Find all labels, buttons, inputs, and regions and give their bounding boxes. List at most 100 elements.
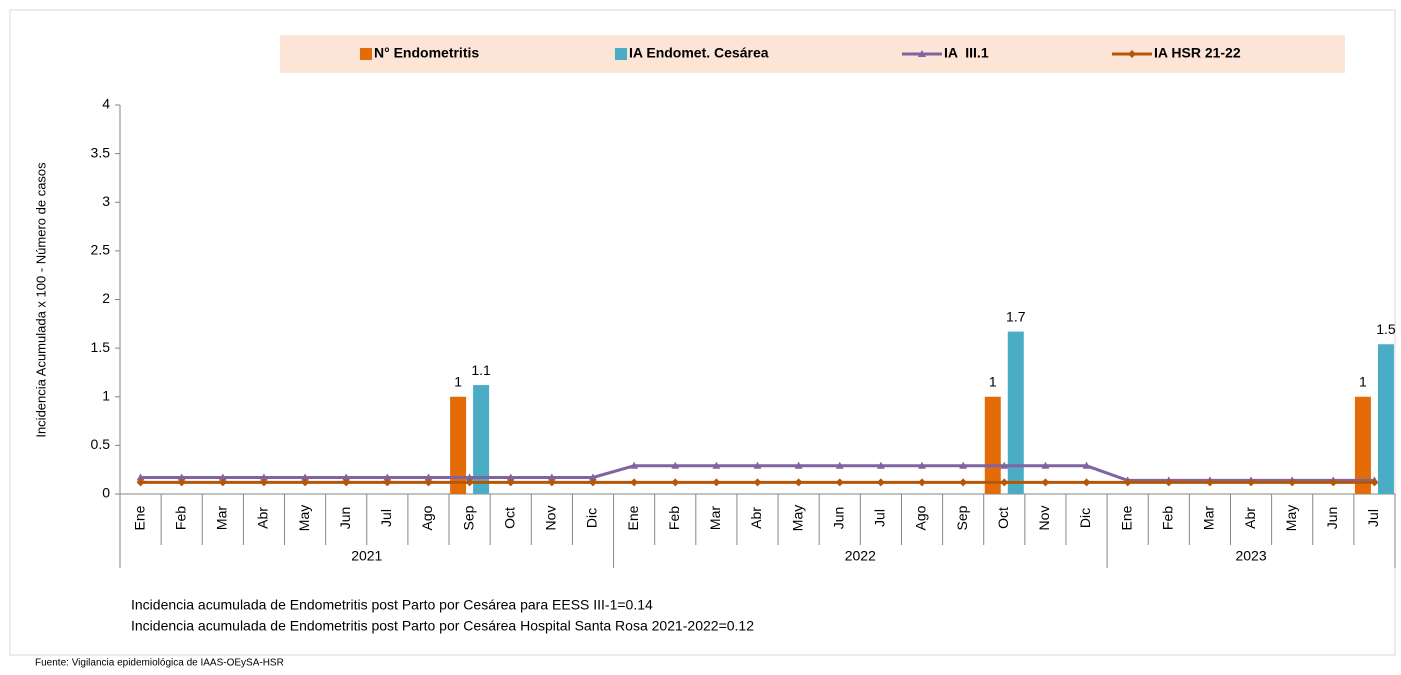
marker xyxy=(383,473,392,481)
marker xyxy=(383,478,392,487)
marker xyxy=(424,478,433,487)
marker xyxy=(506,478,515,487)
marker xyxy=(794,478,803,487)
x-tick-label: Mar xyxy=(214,506,230,530)
marker xyxy=(177,478,186,487)
x-tick-label: Ene xyxy=(1118,505,1134,530)
x-tick-label: Jun xyxy=(337,507,353,530)
x-tick-label: Sep xyxy=(460,505,476,530)
marker xyxy=(1288,478,1297,487)
bar xyxy=(1354,396,1371,494)
marker xyxy=(218,478,227,487)
marker xyxy=(630,478,639,487)
x-tick-label: Jun xyxy=(830,507,846,530)
marker xyxy=(753,461,762,469)
marker xyxy=(1247,478,1256,487)
marker xyxy=(424,473,433,481)
y-tick-label: 4 xyxy=(102,96,110,112)
legend-label: IA III.1 xyxy=(944,45,989,61)
marker xyxy=(1082,478,1091,487)
marker xyxy=(918,50,926,57)
y-tick-label: 3.5 xyxy=(91,144,111,160)
marker xyxy=(959,461,968,469)
x-tick-label: Jun xyxy=(1324,507,1340,530)
marker xyxy=(136,478,145,487)
x-tick-label: Ene xyxy=(625,505,641,530)
x-tick-label: Feb xyxy=(666,506,682,530)
data-label: 1 xyxy=(989,373,997,389)
marker xyxy=(835,461,844,469)
marker xyxy=(342,478,351,487)
marker xyxy=(1000,478,1009,487)
x-tick-label: Abr xyxy=(1242,507,1258,529)
marker xyxy=(794,461,803,469)
x-tick-label: Oct xyxy=(501,507,517,529)
x-tick-label: May xyxy=(1283,505,1299,531)
data-label: 1.5 xyxy=(1376,321,1396,337)
x-tick-label: Oct xyxy=(995,507,1011,529)
marker xyxy=(177,473,186,481)
x-tick-label: Jul xyxy=(872,509,888,527)
y-tick-label: 2 xyxy=(102,290,110,306)
marker xyxy=(588,478,597,487)
bar xyxy=(1007,331,1024,494)
marker xyxy=(547,473,556,481)
marker xyxy=(1128,50,1136,58)
marker xyxy=(876,478,885,487)
x-tick-label: Mar xyxy=(707,506,723,530)
x-tick-label: Dic xyxy=(584,508,600,528)
y-tick-label: 3 xyxy=(102,193,110,209)
y-tick-label: 1 xyxy=(102,387,110,403)
marker xyxy=(218,473,227,481)
marker xyxy=(588,473,597,481)
y-axis-label: Incidencia Acumulada x 100 - Número de c… xyxy=(33,162,48,438)
marker xyxy=(671,461,680,469)
marker xyxy=(259,478,268,487)
data-label: 1.7 xyxy=(1006,308,1026,324)
x-tick-label: May xyxy=(789,505,805,531)
source: Fuente: Vigilancia epidemiológica de IAA… xyxy=(35,658,284,669)
marker xyxy=(1041,478,1050,487)
x-group-label: 2022 xyxy=(845,548,876,564)
x-tick-label: Nov xyxy=(543,506,559,531)
legend-swatch xyxy=(615,48,627,60)
bar xyxy=(473,385,490,494)
x-tick-label: Ago xyxy=(913,505,929,530)
x-tick-label: Sep xyxy=(954,505,970,530)
marker xyxy=(1123,478,1132,487)
marker xyxy=(301,473,310,481)
marker xyxy=(712,478,721,487)
x-tick-label: Abr xyxy=(748,507,764,529)
data-label: 1 xyxy=(454,373,462,389)
legend-label: N° Endometritis xyxy=(374,45,479,61)
marker xyxy=(465,478,474,487)
x-tick-label: Feb xyxy=(172,506,188,530)
data-label: 1 xyxy=(1359,373,1367,389)
marker xyxy=(301,478,310,487)
x-tick-label: Nov xyxy=(1036,506,1052,531)
x-tick-label: May xyxy=(296,505,312,531)
x-tick-label: Ago xyxy=(419,505,435,530)
marker xyxy=(1164,478,1173,487)
marker xyxy=(259,473,268,481)
bar xyxy=(984,396,1001,494)
x-tick-label: Dic xyxy=(1077,508,1093,528)
y-tick-label: 1.5 xyxy=(91,339,111,355)
marker xyxy=(1041,461,1050,469)
x-tick-label: Ene xyxy=(131,505,147,530)
note: Incidencia acumulada de Endometritis pos… xyxy=(131,597,653,613)
marker xyxy=(753,478,762,487)
data-label: 1.1 xyxy=(471,362,491,378)
y-tick-label: 2.5 xyxy=(91,242,111,258)
marker xyxy=(547,478,556,487)
note: Incidencia acumulada de Endometritis pos… xyxy=(131,618,754,634)
marker xyxy=(506,473,515,481)
marker xyxy=(876,461,885,469)
marker xyxy=(918,478,927,487)
x-tick-label: Jul xyxy=(1365,509,1381,527)
y-tick-label: 0 xyxy=(102,485,110,501)
marker xyxy=(1082,461,1091,469)
marker xyxy=(465,473,474,481)
marker xyxy=(1370,478,1379,487)
